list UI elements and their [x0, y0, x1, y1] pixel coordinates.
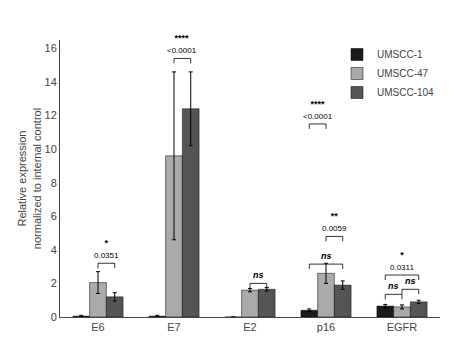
svg-text:4: 4 — [51, 244, 57, 256]
svg-text:UMSCC-47: UMSCC-47 — [377, 68, 429, 79]
svg-text:****<0.0001: ****<0.0001 — [303, 99, 333, 121]
svg-text:*0.0351: *0.0351 — [94, 238, 119, 260]
svg-text:6: 6 — [51, 210, 57, 222]
svg-text:E2: E2 — [243, 321, 256, 333]
svg-text:UMSCC-1: UMSCC-1 — [377, 49, 423, 60]
svg-text:16: 16 — [45, 42, 57, 54]
svg-text:12: 12 — [45, 109, 57, 121]
svg-text:E6: E6 — [91, 321, 104, 333]
svg-text:Relative expressionnormalized: Relative expressionnormalized to interna… — [16, 108, 42, 249]
svg-text:0: 0 — [51, 311, 57, 323]
svg-text:ns: ns — [405, 276, 416, 286]
svg-text:2: 2 — [51, 277, 57, 289]
svg-text:****<0.0001: ****<0.0001 — [167, 33, 197, 55]
svg-text:UMSCC-104: UMSCC-104 — [377, 87, 434, 98]
svg-text:EGFR: EGFR — [387, 321, 418, 333]
svg-text:ns: ns — [321, 251, 332, 261]
svg-text:ns: ns — [388, 281, 399, 291]
svg-text:14: 14 — [45, 76, 57, 88]
svg-text:10: 10 — [45, 143, 57, 155]
svg-text:**0.0059: **0.0059 — [322, 211, 347, 233]
svg-text:E7: E7 — [167, 321, 180, 333]
svg-text:*0.0311: *0.0311 — [390, 250, 414, 272]
svg-text:p16: p16 — [317, 321, 335, 333]
svg-text:ns: ns — [253, 270, 264, 280]
svg-text:8: 8 — [51, 177, 57, 189]
